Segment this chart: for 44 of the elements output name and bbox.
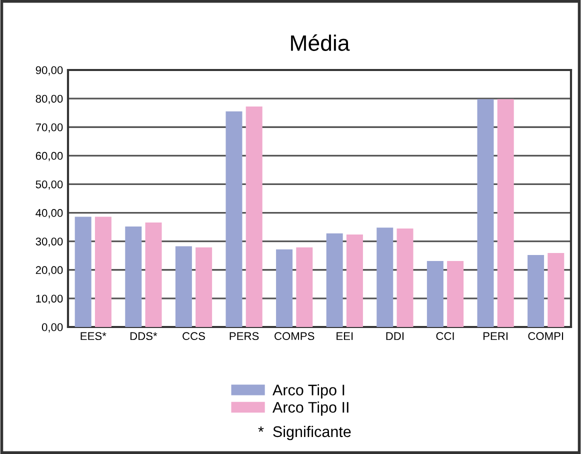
bar — [74, 216, 92, 327]
bar — [346, 234, 363, 327]
legend-label: Arco Tipo II — [272, 402, 348, 416]
y-tick-label: 10,00 — [36, 294, 63, 304]
x-tick-label: CCS — [182, 332, 205, 340]
x-tick-label: EES* — [80, 332, 106, 340]
x-tick-label: COMPI — [528, 332, 564, 340]
x-tick-label: PERI — [483, 332, 508, 340]
bar — [175, 246, 192, 327]
bar — [276, 249, 293, 327]
y-tick-label: 90,00 — [36, 66, 63, 76]
bar — [196, 247, 212, 327]
y-tick-label: 80,00 — [36, 94, 63, 104]
legend-label: Arco Tipo I — [272, 384, 344, 398]
y-tick-label: 70,00 — [36, 123, 63, 133]
bar — [426, 261, 444, 327]
bar — [396, 228, 414, 327]
x-tick-label: DDS* — [130, 332, 158, 340]
y-tick-label: 60,00 — [36, 152, 63, 162]
bar — [296, 247, 313, 327]
bar — [125, 226, 142, 327]
bar — [145, 222, 162, 327]
x-tick-label: CCI — [436, 332, 454, 340]
x-tick-label: COMPS — [274, 332, 314, 340]
x-tick-label: DDI — [386, 332, 404, 340]
y-tick-label: 20,00 — [36, 266, 63, 276]
chart-title: Média — [291, 34, 350, 51]
y-tick-label: 0,00 — [42, 323, 63, 332]
x-tick-label: EEI — [336, 332, 353, 340]
bar — [497, 99, 514, 327]
y-tick-label: 30,00 — [36, 238, 63, 247]
bar — [226, 111, 242, 327]
bar — [548, 253, 564, 327]
y-tick-label: 50,00 — [36, 180, 63, 190]
text: * Significante — [258, 426, 351, 440]
bar — [477, 99, 494, 327]
y-tick-label: 40,00 — [36, 209, 63, 218]
bar — [528, 255, 544, 327]
bar — [376, 228, 394, 327]
bar — [447, 261, 464, 327]
x-tick-label: PERS — [230, 332, 259, 340]
bar — [246, 106, 262, 327]
bar — [326, 233, 343, 327]
bar — [94, 216, 112, 327]
